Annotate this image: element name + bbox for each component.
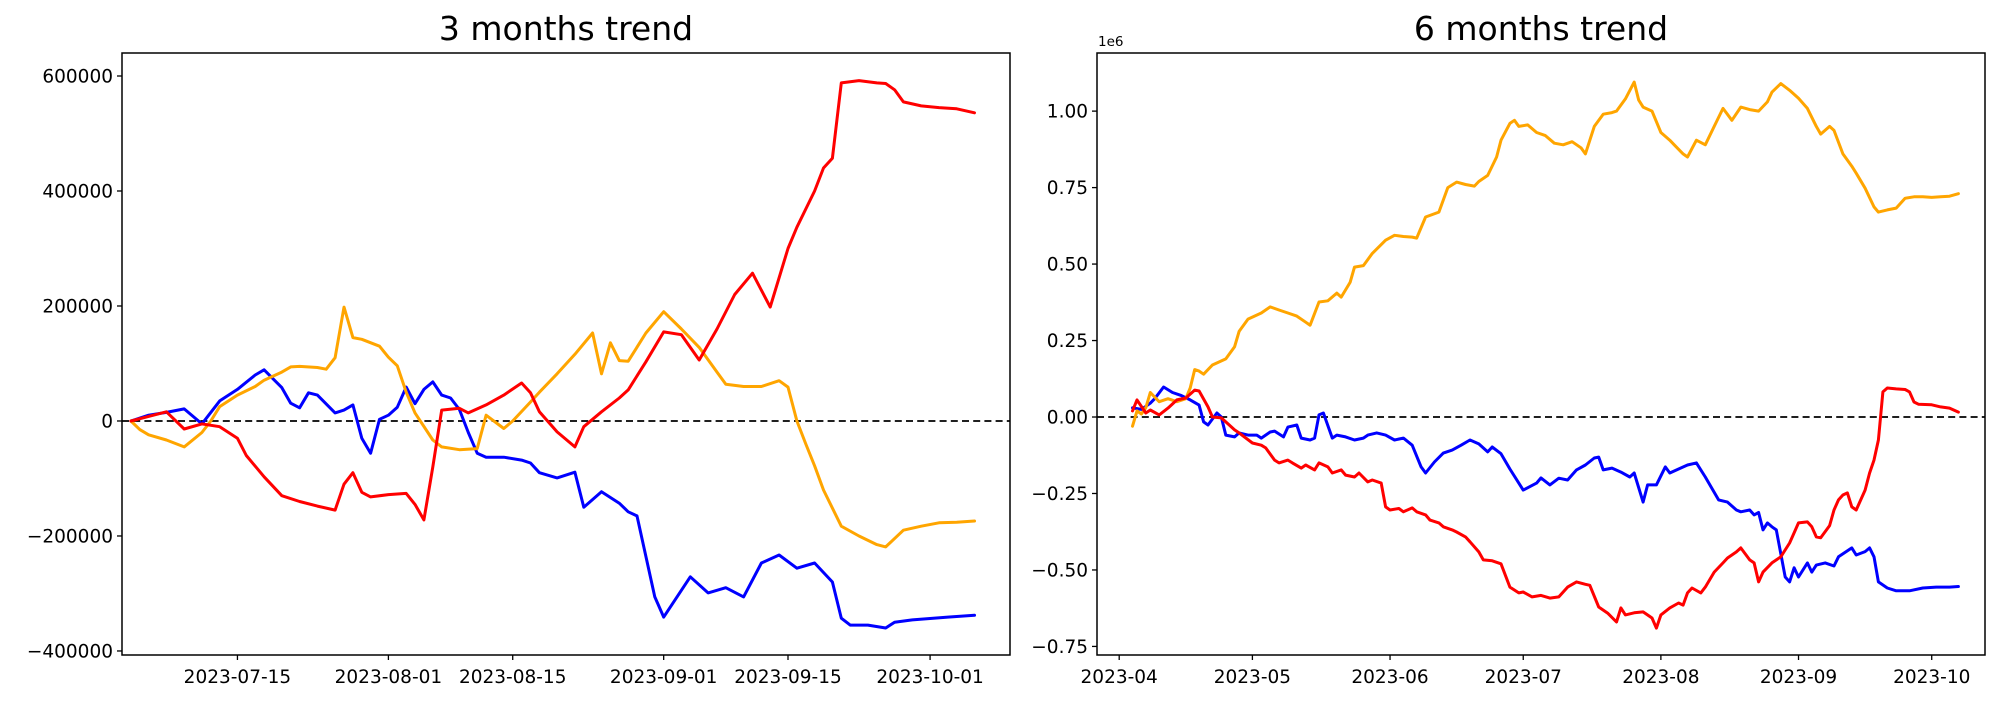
series-line-blue bbox=[1131, 385, 1960, 593]
y-tick-label: 0.75 bbox=[1047, 178, 1088, 199]
series-line-red bbox=[129, 79, 976, 522]
x-tick-label: 2023-07-15 bbox=[184, 667, 292, 688]
x-tick-label: 2023-07 bbox=[1485, 667, 1562, 688]
y-tick-label: 200000 bbox=[42, 296, 113, 317]
x-tick-label: 2023-10-01 bbox=[876, 667, 984, 688]
x-tick-label: 2023-09-01 bbox=[610, 667, 718, 688]
y-tick-label: 600000 bbox=[42, 66, 113, 87]
y-tick-label: 400000 bbox=[42, 181, 113, 202]
x-tick-label: 2023-06 bbox=[1351, 667, 1428, 688]
series-line-orange bbox=[1131, 80, 1960, 428]
y-tick-label: 1.00 bbox=[1047, 102, 1088, 123]
x-tick-label: 2023-09 bbox=[1760, 667, 1837, 688]
plot-box bbox=[1096, 52, 1986, 656]
y-tick-label: −200000 bbox=[27, 526, 113, 547]
x-tick-label: 2023-08-15 bbox=[459, 667, 567, 688]
x-tick-label: 2023-09-15 bbox=[734, 667, 842, 688]
y-tick-label: −400000 bbox=[27, 641, 113, 662]
series-line-orange bbox=[129, 305, 976, 549]
series-line-blue bbox=[129, 368, 976, 630]
y-tick-label: 0 bbox=[101, 411, 113, 432]
x-tick-label: 2023-10 bbox=[1893, 667, 1970, 688]
y-tick-label: 0.25 bbox=[1047, 331, 1088, 352]
y-tick-label: −0.25 bbox=[1031, 484, 1088, 505]
y-tick-label: 0.00 bbox=[1047, 408, 1088, 429]
x-tick-label: 2023-04 bbox=[1081, 667, 1158, 688]
plot-box bbox=[121, 52, 1011, 656]
chart-trend-3-months: 2023-07-15 2023-08-01 2023-08-15 2023-09-01… bbox=[27, 9, 1011, 688]
chart-title: 3 months trend bbox=[439, 9, 693, 48]
axis-offset-label: 1e6 bbox=[1098, 34, 1123, 50]
x-tick-label: 2023-08 bbox=[1622, 667, 1699, 688]
series-line-red bbox=[1131, 386, 1960, 630]
y-tick-label: −0.50 bbox=[1031, 560, 1088, 581]
x-tick-label: 2023-05 bbox=[1214, 667, 1291, 688]
y-tick-label: 0.50 bbox=[1047, 255, 1088, 276]
y-tick-label: −0.75 bbox=[1031, 637, 1088, 658]
chart-trend-6-months: 2023-04 2023-05 2023-06 2023-07 2023-08 2023-… bbox=[1031, 9, 1986, 688]
x-tick-label: 2023-08-01 bbox=[335, 667, 443, 688]
chart-title: 6 months trend bbox=[1414, 9, 1668, 48]
